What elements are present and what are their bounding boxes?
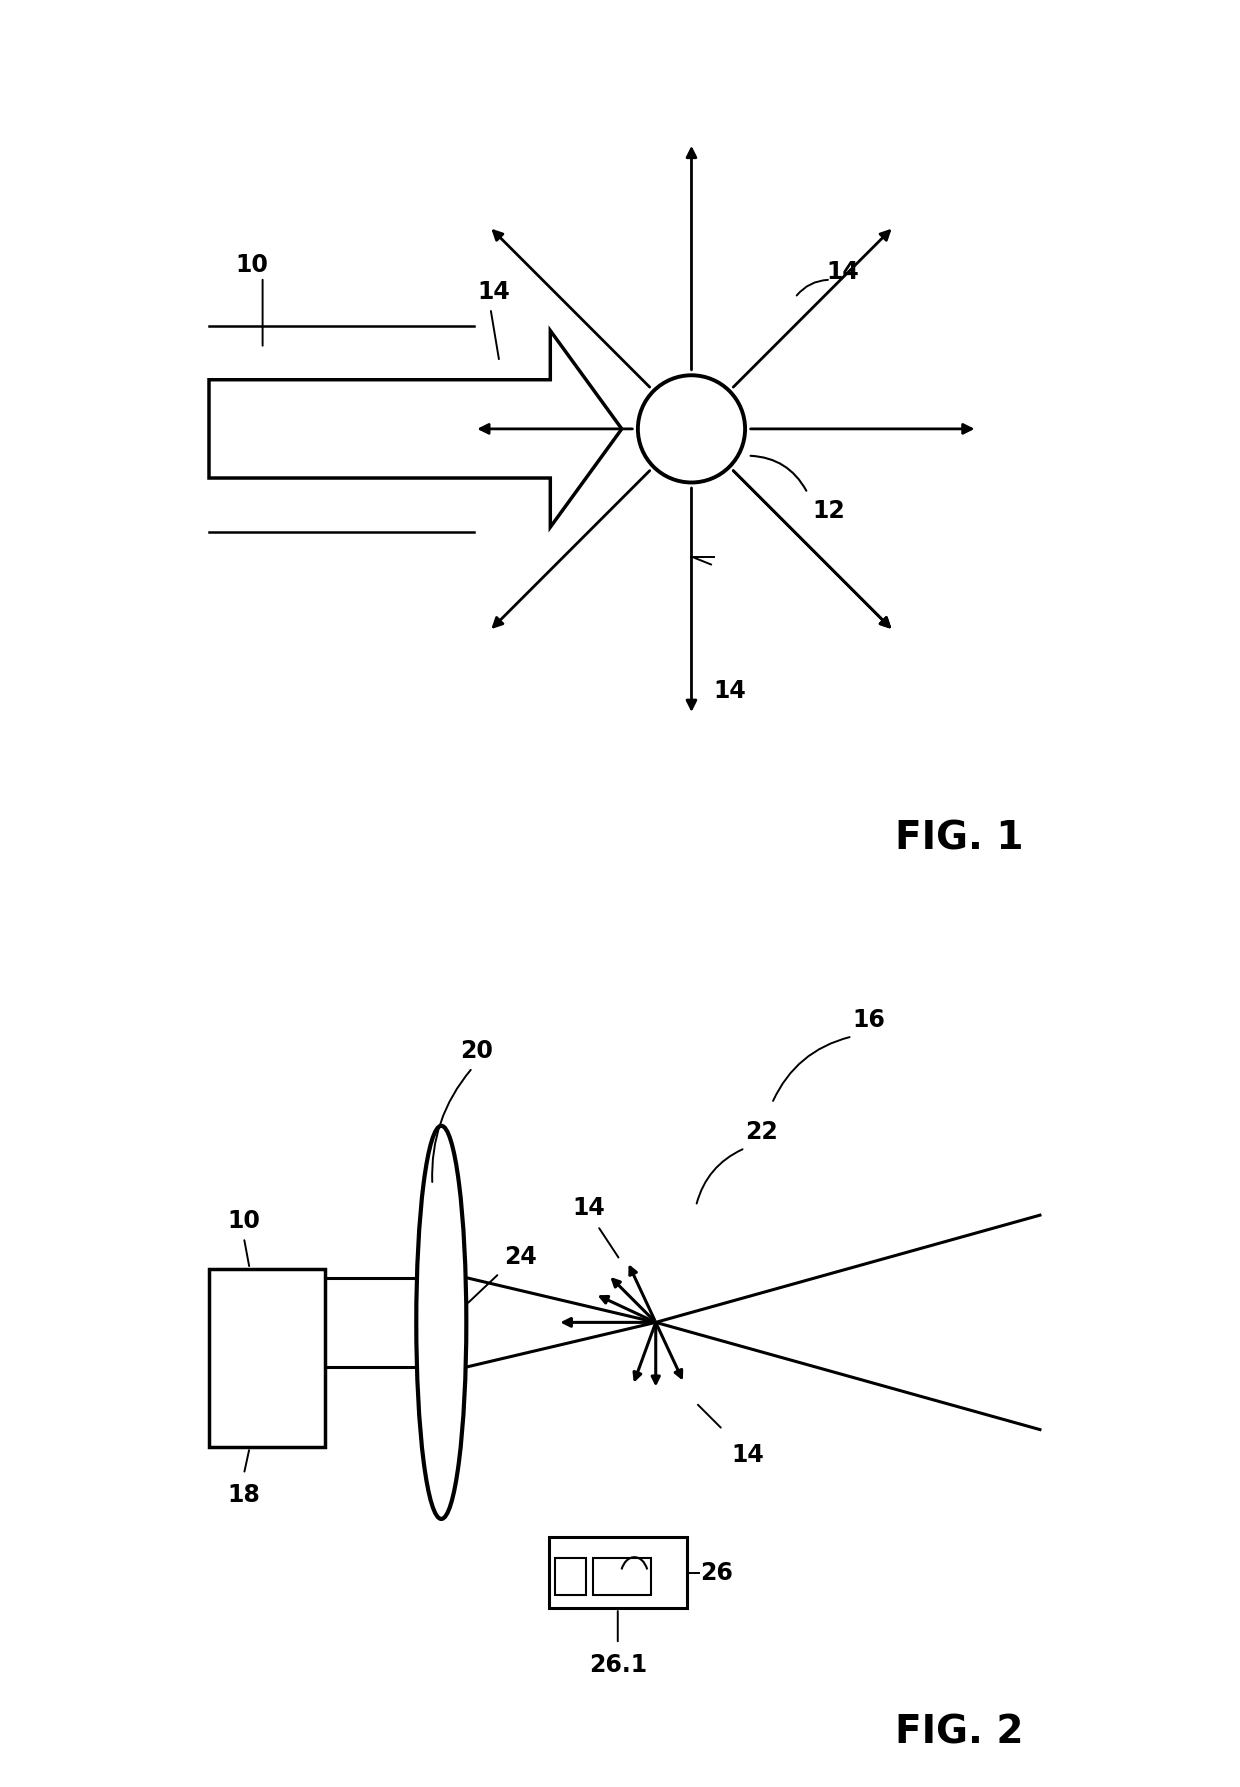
Text: 14: 14 bbox=[732, 1444, 764, 1467]
Text: FIG. 2: FIG. 2 bbox=[895, 1714, 1024, 1751]
Text: 10: 10 bbox=[236, 254, 269, 277]
Text: 26.1: 26.1 bbox=[589, 1653, 647, 1676]
Text: 14: 14 bbox=[477, 281, 510, 304]
Text: 18: 18 bbox=[227, 1483, 260, 1506]
Text: 20: 20 bbox=[460, 1040, 494, 1063]
Text: 14: 14 bbox=[573, 1196, 605, 1219]
Text: FIG. 1: FIG. 1 bbox=[895, 820, 1024, 858]
FancyBboxPatch shape bbox=[556, 1558, 587, 1596]
Text: 16: 16 bbox=[852, 1008, 885, 1033]
Text: 12: 12 bbox=[812, 499, 844, 522]
FancyBboxPatch shape bbox=[210, 1269, 325, 1447]
Text: 26: 26 bbox=[701, 1560, 733, 1585]
FancyBboxPatch shape bbox=[548, 1537, 687, 1608]
Text: 10: 10 bbox=[227, 1210, 260, 1233]
Text: 14: 14 bbox=[826, 261, 859, 284]
FancyBboxPatch shape bbox=[593, 1558, 651, 1596]
Text: 14: 14 bbox=[714, 679, 746, 702]
Text: 24: 24 bbox=[503, 1246, 537, 1269]
Text: 22: 22 bbox=[745, 1120, 777, 1144]
